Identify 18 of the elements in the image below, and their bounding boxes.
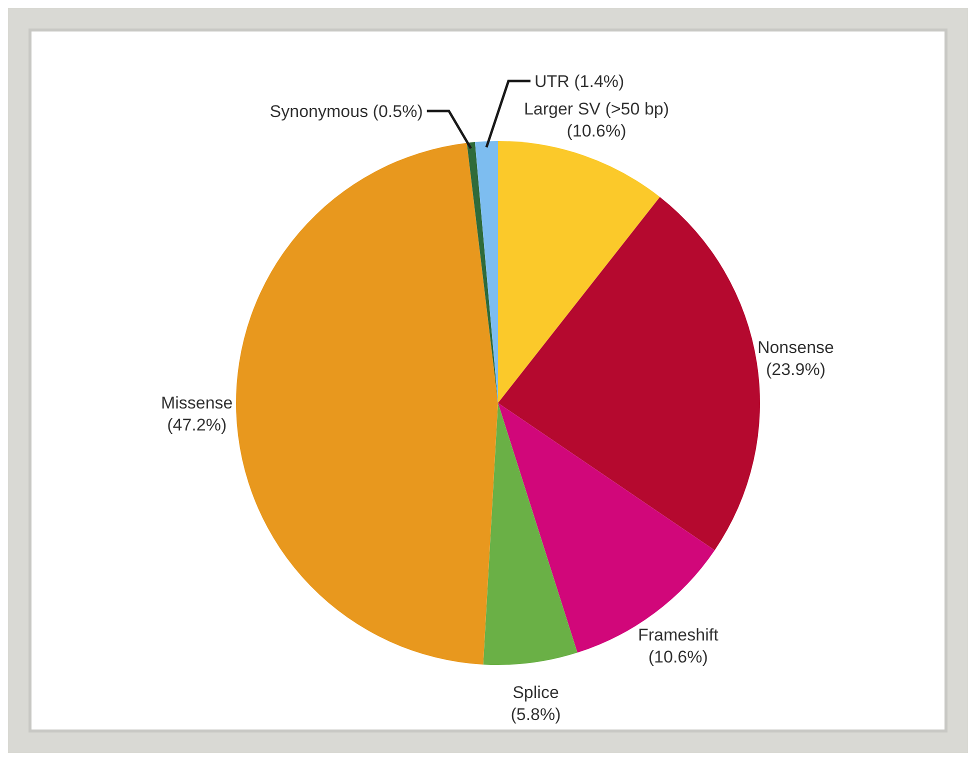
pie-slice — [498, 196, 760, 550]
slice-label: Synonymous (0.5%) — [270, 102, 423, 121]
pie-slice — [236, 142, 498, 665]
pie-slice — [483, 403, 578, 665]
data-label: (5.8%) — [510, 704, 561, 724]
data-label: (10.6%) — [648, 648, 708, 667]
slice-label: Nonsense — [757, 338, 834, 357]
data-label: (47.2%) — [167, 415, 227, 434]
data-label: (23.9%) — [766, 360, 826, 379]
slice-label: UTR (1.4%) — [534, 72, 624, 91]
slice-label: Larger SV (>50 bp) — [524, 99, 670, 118]
pie-slice — [466, 142, 498, 403]
pie-slice — [474, 141, 498, 403]
pie-slice — [498, 141, 660, 403]
data-label: (10.6%) — [566, 121, 626, 140]
slice-label: Frameshift — [638, 626, 719, 645]
slice-label: Missense — [160, 393, 233, 412]
slice-label: Splice — [512, 682, 559, 702]
